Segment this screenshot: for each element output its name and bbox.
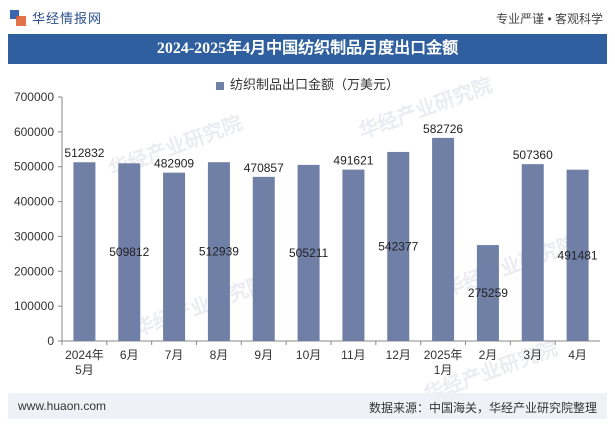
legend: 纺织制品出口金额（万美元） <box>0 74 615 93</box>
data-label: 470857 <box>244 161 284 175</box>
y-tick-label: 400000 <box>14 195 54 209</box>
bar <box>476 245 499 341</box>
legend-swatch <box>215 81 224 90</box>
bar <box>252 176 275 341</box>
y-tick-label: 0 <box>47 334 54 348</box>
x-tick-label: 4月 <box>568 348 587 362</box>
data-label: 509812 <box>109 245 149 259</box>
footer-source: 数据来源：中国海关，华经产业研究院整理 <box>368 401 597 415</box>
data-label: 582726 <box>423 122 463 136</box>
bar <box>118 163 141 341</box>
data-label: 512939 <box>199 245 239 259</box>
data-label: 491621 <box>333 154 373 168</box>
footer-website[interactable]: www.huaon.com <box>18 399 107 413</box>
x-tick-label: 6月 <box>120 348 139 362</box>
x-tick-label: 9月 <box>254 348 273 362</box>
bar <box>207 162 230 341</box>
x-tick-label: 2月 <box>479 348 498 362</box>
logo-icon <box>10 9 26 26</box>
x-tick-label: 2024年 5月 <box>65 348 104 377</box>
y-tick-label: 600000 <box>14 125 54 139</box>
bar <box>387 151 410 341</box>
y-tick-label: 300000 <box>14 229 54 243</box>
y-tick-label: 700000 <box>14 90 54 104</box>
data-label: 542377 <box>378 239 418 253</box>
bar <box>432 137 455 341</box>
x-tick-label: 8月 <box>210 348 229 362</box>
top-bar: 华经情报网 专业严谨 • 客观科学 <box>0 0 615 34</box>
data-label: 512832 <box>64 146 104 160</box>
bar <box>163 172 186 341</box>
tagline: 专业严谨 • 客观科学 <box>496 12 603 26</box>
data-label: 491481 <box>558 248 598 262</box>
x-tick-label: 10月 <box>296 348 321 362</box>
bar <box>521 164 544 341</box>
data-label: 275259 <box>468 286 508 300</box>
data-label: 507360 <box>513 148 553 162</box>
y-tick-label: 200000 <box>14 264 54 278</box>
x-tick-label: 12月 <box>386 348 411 362</box>
logo: 华经情报网 <box>10 8 102 27</box>
x-tick-label: 7月 <box>165 348 184 362</box>
data-label: 482909 <box>154 157 194 171</box>
x-tick-label: 11月 <box>341 348 365 362</box>
chart-title: 2024-2025年4月中国纺织制品月度出口金额 <box>8 34 607 64</box>
footer: www.huaon.com 数据来源：中国海关，华经产业研究院整理 <box>8 393 607 419</box>
y-tick-label: 100000 <box>14 299 54 313</box>
data-label: 505211 <box>289 246 328 260</box>
legend-label: 纺织制品出口金额（万美元） <box>229 77 399 92</box>
bar <box>297 164 320 341</box>
bar <box>566 169 589 341</box>
x-tick-label: 3月 <box>523 348 542 362</box>
bar <box>342 169 365 341</box>
y-tick-label: 500000 <box>14 160 54 174</box>
bar <box>73 162 96 341</box>
x-tick-label: 2025年 1月 <box>424 348 463 377</box>
logo-text: 华经情报网 <box>32 11 103 26</box>
